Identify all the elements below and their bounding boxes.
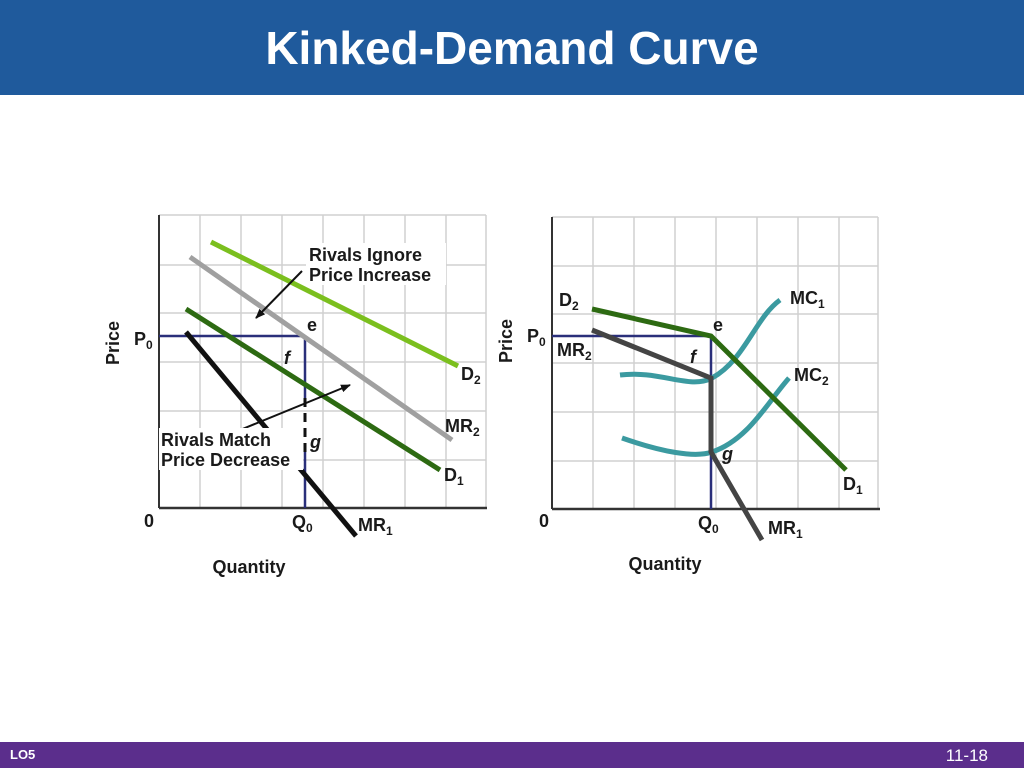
right-mr2-label: MR2 bbox=[557, 340, 592, 363]
left-panel: Price Quantity 0 P0 Q0 e f g D2 MR2 D1 M… bbox=[103, 214, 487, 577]
right-mc2-sub: 2 bbox=[822, 374, 829, 388]
right-point-g-label: g bbox=[721, 444, 733, 464]
right-d2-sub: 2 bbox=[572, 299, 579, 313]
left-mr1-main: MR bbox=[358, 515, 386, 535]
left-p0-sub: 0 bbox=[146, 338, 153, 352]
right-mr1-sub: 1 bbox=[796, 527, 803, 541]
left-annotation-match-line2: Price Decrease bbox=[161, 450, 290, 470]
left-point-g-label: g bbox=[309, 432, 321, 452]
right-mr2-sub: 2 bbox=[585, 349, 592, 363]
right-d2-label: D2 bbox=[559, 290, 579, 313]
right-mc1-curve bbox=[619, 297, 782, 385]
left-mr2-curve bbox=[188, 254, 454, 443]
left-d1-curve bbox=[184, 306, 442, 473]
left-arrow-match bbox=[239, 384, 351, 431]
right-d2-main: D bbox=[559, 290, 572, 310]
right-mc1-main: MC bbox=[790, 288, 818, 308]
right-p0-sub: 0 bbox=[539, 335, 546, 349]
slide-number: 11-18 bbox=[945, 746, 988, 765]
left-mr1-label: MR1 bbox=[358, 515, 393, 538]
left-p0-main: P bbox=[134, 329, 146, 349]
right-d1-main: D bbox=[843, 474, 856, 494]
right-mc2-label: MC2 bbox=[794, 365, 829, 388]
right-mr1-main: MR bbox=[768, 518, 796, 538]
right-mr1-label: MR1 bbox=[768, 518, 803, 541]
left-d2-label: D2 bbox=[461, 364, 481, 387]
right-d1-sub: 1 bbox=[856, 483, 863, 497]
right-d-curve bbox=[591, 306, 848, 472]
right-p0-label: P0 bbox=[527, 326, 546, 349]
left-q0-main: Q bbox=[292, 512, 306, 532]
right-mr-curve bbox=[591, 327, 765, 542]
left-annotation-ignore-line2: Price Increase bbox=[309, 265, 431, 285]
learning-objective-label: LO5 bbox=[10, 747, 36, 762]
left-d1-label: D1 bbox=[444, 465, 464, 488]
right-mc1-label: MC1 bbox=[790, 288, 825, 311]
right-q0-label: Q0 bbox=[698, 513, 719, 536]
left-d1-main: D bbox=[444, 465, 457, 485]
left-point-f-label: f bbox=[284, 348, 292, 368]
right-point-f-label: f bbox=[690, 347, 698, 367]
left-point-e-label: e bbox=[307, 315, 317, 335]
title-bar: Kinked-Demand Curve bbox=[0, 0, 1024, 95]
right-mc1-sub: 1 bbox=[818, 297, 825, 311]
right-panel: Price Quantity 0 P0 Q0 D2 MR2 e f g MC1 … bbox=[496, 216, 880, 574]
left-d2-main: D bbox=[461, 364, 474, 384]
left-mr2-sub: 2 bbox=[473, 425, 480, 439]
right-p0-main: P bbox=[527, 326, 539, 346]
left-mr2-label: MR2 bbox=[445, 416, 480, 439]
right-x-axis-label: Quantity bbox=[628, 554, 701, 574]
left-q0-sub: 0 bbox=[306, 521, 313, 535]
left-mr2-main: MR bbox=[445, 416, 473, 436]
right-q0-sub: 0 bbox=[712, 522, 719, 536]
right-mr2-main: MR bbox=[557, 340, 585, 360]
right-grid bbox=[552, 216, 879, 509]
right-q0-main: Q bbox=[698, 513, 712, 533]
right-point-e-label: e bbox=[713, 315, 723, 335]
left-d1-sub: 1 bbox=[457, 474, 464, 488]
footer-bar: LO5 11-18 bbox=[0, 742, 1024, 768]
right-origin-label: 0 bbox=[539, 511, 549, 531]
left-annotation-match-line1: Rivals Match bbox=[161, 430, 271, 450]
left-mr1-sub: 1 bbox=[386, 524, 393, 538]
left-y-axis-label: Price bbox=[103, 321, 123, 365]
left-origin-label: 0 bbox=[144, 511, 154, 531]
slide-title: Kinked-Demand Curve bbox=[265, 22, 759, 74]
right-y-axis-label: Price bbox=[496, 319, 516, 363]
right-d1-label: D1 bbox=[843, 474, 863, 497]
left-d2-sub: 2 bbox=[474, 373, 481, 387]
left-q0-label: Q0 bbox=[292, 512, 313, 535]
left-annotation-ignore-line1: Rivals Ignore bbox=[309, 245, 422, 265]
left-x-axis-label: Quantity bbox=[212, 557, 285, 577]
left-d2-curve bbox=[209, 239, 460, 369]
left-arrow-ignore bbox=[255, 270, 303, 319]
left-p0-label: P0 bbox=[134, 329, 153, 352]
right-mc2-main: MC bbox=[794, 365, 822, 385]
left-annotation-ignore-bg bbox=[306, 243, 446, 285]
left-annotation-match-bg bbox=[159, 428, 303, 470]
